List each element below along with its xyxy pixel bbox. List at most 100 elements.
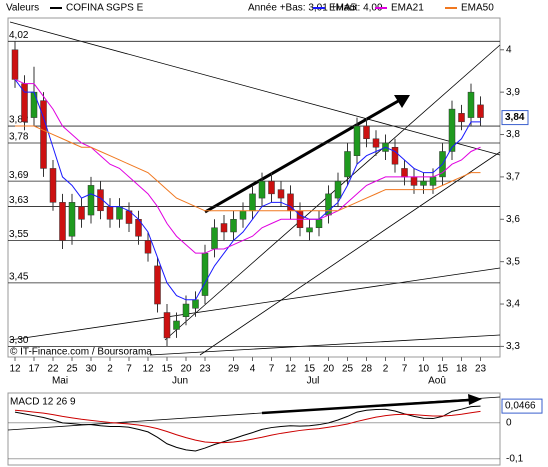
y-tick-label: 3,7 bbox=[506, 172, 520, 183]
candle-body bbox=[49, 168, 57, 203]
x-tick-label: 7 bbox=[126, 364, 132, 375]
candle-body bbox=[268, 180, 275, 195]
trend-line bbox=[199, 151, 501, 356]
x-tick-label: 7 bbox=[402, 364, 408, 375]
candle-body bbox=[182, 303, 190, 317]
candle-body bbox=[201, 252, 209, 296]
month-label: Mai bbox=[52, 376, 68, 387]
candle-body bbox=[325, 193, 332, 216]
x-tick-label: 15 bbox=[437, 364, 449, 375]
trend-line bbox=[164, 44, 501, 341]
candle-body bbox=[306, 227, 313, 233]
level-label: 3,82 bbox=[9, 115, 29, 126]
macd-title: MACD 12 26 9 bbox=[10, 397, 76, 408]
candle-body bbox=[258, 180, 266, 199]
y-tick-label: 4 bbox=[506, 44, 512, 55]
price-frame bbox=[7, 17, 501, 358]
candle-body bbox=[220, 223, 228, 233]
month-label: Jun bbox=[172, 376, 188, 387]
candle-body bbox=[106, 206, 114, 220]
x-tick-label: 29 bbox=[228, 364, 240, 375]
candle-body bbox=[11, 49, 19, 80]
y-tick-label: 3,3 bbox=[506, 341, 520, 352]
x-tick-label: 25 bbox=[66, 364, 78, 375]
candle-body bbox=[173, 320, 180, 330]
level-label: 4,02 bbox=[9, 30, 29, 41]
candle-body bbox=[68, 202, 76, 237]
level-label: 3,45 bbox=[9, 271, 29, 282]
candle-body bbox=[429, 176, 437, 186]
x-tick-label: 20 bbox=[180, 364, 192, 375]
candle-body bbox=[467, 91, 475, 118]
arrows bbox=[204, 95, 482, 415]
y-tick-label: 3,9 bbox=[506, 87, 520, 98]
x-tick-label: 22 bbox=[47, 364, 59, 375]
candle-body bbox=[87, 185, 95, 216]
x-tick-label: 25 bbox=[342, 364, 354, 375]
candle-body bbox=[239, 210, 247, 220]
candle-body bbox=[192, 299, 199, 309]
month-label: Jul bbox=[307, 376, 320, 387]
x-tick-label: 23 bbox=[199, 364, 211, 375]
candle-body bbox=[230, 219, 237, 233]
candle-body bbox=[391, 146, 399, 165]
candle-body bbox=[334, 180, 342, 199]
x-tick-label: 10 bbox=[418, 364, 430, 375]
macd-line bbox=[14, 409, 481, 444]
x-tick-label: 15 bbox=[161, 364, 173, 375]
last-value-label: 3,84 bbox=[505, 112, 525, 123]
level-label: 3,63 bbox=[9, 195, 29, 206]
last-value-box bbox=[501, 110, 529, 126]
trend-line bbox=[9, 21, 501, 156]
candle-body bbox=[78, 206, 85, 220]
macd-frame bbox=[7, 392, 501, 466]
legend-label: EMA50 bbox=[461, 3, 494, 14]
last-value-label: 0,0466 bbox=[505, 401, 536, 412]
y-tick-label: 3,4 bbox=[506, 299, 520, 310]
trend-line bbox=[149, 334, 501, 356]
x-tick-label: 12 bbox=[285, 364, 297, 375]
month-label: Aoû bbox=[428, 376, 446, 387]
level-label: 3,69 bbox=[9, 170, 29, 181]
candle-body bbox=[315, 219, 323, 229]
candle-body bbox=[211, 227, 218, 250]
candle-body bbox=[420, 180, 427, 186]
macd-line bbox=[14, 405, 481, 452]
x-tick-label: 20 bbox=[323, 364, 335, 375]
level-label: 3,78 bbox=[9, 132, 29, 143]
candle-body bbox=[144, 240, 152, 254]
y-tick-label: 3,6 bbox=[506, 214, 520, 225]
candle-body bbox=[458, 113, 465, 123]
candle-body bbox=[277, 189, 285, 199]
y-tick-label: -0,1 bbox=[506, 454, 524, 465]
credit: © IT-Finance.com / Boursorama bbox=[10, 347, 152, 358]
arrow bbox=[204, 98, 401, 214]
candle-body bbox=[410, 176, 418, 186]
legend-label: EMA21 bbox=[391, 3, 424, 14]
arrow-head bbox=[394, 95, 410, 108]
x-tick-label: 2 bbox=[383, 364, 389, 375]
trend-line bbox=[9, 267, 501, 341]
candle-body bbox=[344, 151, 351, 178]
x-tick-label: 4 bbox=[250, 364, 256, 375]
y-tick-label: 3,5 bbox=[506, 256, 520, 267]
legend-label: EMA5 bbox=[329, 3, 357, 14]
arrow-head bbox=[468, 394, 482, 405]
x-tick-label: 18 bbox=[456, 364, 468, 375]
x-tick-label: 23 bbox=[475, 364, 487, 375]
candle-body bbox=[163, 312, 171, 339]
level-label: 3,55 bbox=[9, 229, 29, 240]
x-tick-label: 12 bbox=[142, 364, 154, 375]
x-tick-label: 2 bbox=[107, 364, 113, 375]
candle-body bbox=[363, 125, 370, 140]
level-label: 3,30 bbox=[9, 335, 29, 346]
x-tick-label: 7 bbox=[269, 364, 275, 375]
candle-body bbox=[477, 104, 484, 118]
x-tick-label: 30 bbox=[85, 364, 97, 375]
y-tick-label: 0 bbox=[506, 418, 512, 429]
ema-line bbox=[14, 79, 481, 301]
candle-body bbox=[154, 265, 161, 305]
ema-line bbox=[15, 125, 481, 212]
